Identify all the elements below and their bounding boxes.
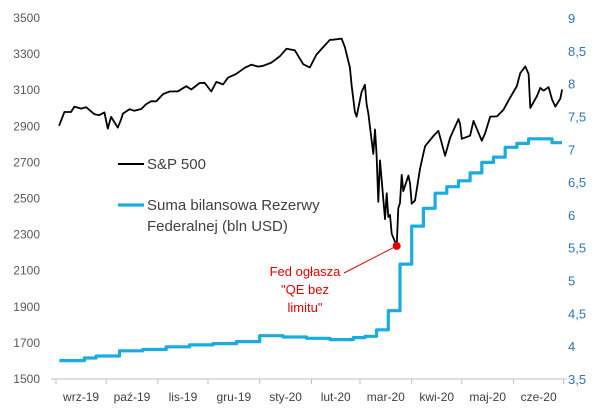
legend-label: S&P 500 <box>147 156 206 173</box>
annotation-label: "QE bez <box>281 282 329 297</box>
legend-label: Federalnej (bln USD) <box>147 218 288 235</box>
left-axis-tick-label: 2300 <box>13 228 40 242</box>
right-axis-tick-label: 8 <box>568 77 575 92</box>
left-axis-tick-label: 1500 <box>13 372 40 386</box>
legend-label: Suma bilansowa Rezerwy <box>147 197 320 214</box>
right-axis-tick-label: 7 <box>568 142 575 157</box>
annotation: Fed ogłasza "QE bez limitu" <box>270 241 401 315</box>
x-axis-tick-label: wrz-19 <box>62 390 99 404</box>
right-axis-tick-label: 6 <box>568 208 575 223</box>
left-axis-ticks: 1500 1700 1900 2100 2300 2500 2700 2900 3100 3300… <box>13 11 40 386</box>
left-axis-tick-label: 1900 <box>13 300 40 314</box>
x-axis-tick-label: kwi-20 <box>419 390 454 404</box>
left-axis-tick-label: 3300 <box>13 47 40 61</box>
x-axis-tick-label: paź-19 <box>114 390 151 404</box>
annotation-label: limitu" <box>288 300 323 315</box>
x-axis-tick-label: sty-20 <box>269 390 302 404</box>
right-axis-tick-label: 4 <box>568 339 575 354</box>
left-axis-tick-label: 3500 <box>13 11 40 25</box>
legend: S&P 500 Suma bilansowa Rezerwy Federalnej … <box>118 156 320 235</box>
annotation-leader-line <box>343 245 397 274</box>
x-axis-tick-label: lut-20 <box>321 390 351 404</box>
x-axis: wrz-19 paź-19 lis-19 gru-19 sty-20 lut-20 mar-… <box>51 378 567 404</box>
annotation-marker <box>392 241 401 250</box>
left-axis-tick-label: 3100 <box>13 83 40 97</box>
right-axis-tick-label: 6,5 <box>568 175 586 190</box>
right-axis-tick-label: 5 <box>568 274 575 289</box>
x-axis-tick-label: maj-20 <box>469 390 506 404</box>
left-axis-tick-label: 2900 <box>13 119 40 133</box>
fed-balance-sheet-line <box>59 137 562 363</box>
left-axis-tick-label: 2500 <box>13 192 40 206</box>
series-layer <box>58 37 563 363</box>
right-axis-tick-label: 7,5 <box>568 109 586 124</box>
right-axis-tick-label: 8,5 <box>568 44 586 59</box>
x-axis-tick-label: mar-20 <box>367 390 405 404</box>
x-axis-tick-label: gru-19 <box>217 390 252 404</box>
left-axis-tick-label: 1700 <box>13 336 40 350</box>
right-axis-ticks: 3,5 4 4,5 5 5,5 6 6,5 7 7,5 8 8,5 9 <box>568 11 586 387</box>
x-axis-tick-label: lis-19 <box>169 390 198 404</box>
x-axis-tick-label: cze-20 <box>521 390 557 404</box>
right-axis-tick-label: 3,5 <box>568 372 586 387</box>
left-axis-tick-label: 2700 <box>13 155 40 169</box>
left-axis-tick-label: 2100 <box>13 264 40 278</box>
right-axis-tick-label: 4,5 <box>568 306 586 321</box>
annotation-label: Fed ogłasza <box>270 264 342 279</box>
right-axis-tick-label: 5,5 <box>568 241 586 256</box>
right-axis-tick-label: 9 <box>568 11 575 26</box>
sp500-line <box>58 37 563 247</box>
